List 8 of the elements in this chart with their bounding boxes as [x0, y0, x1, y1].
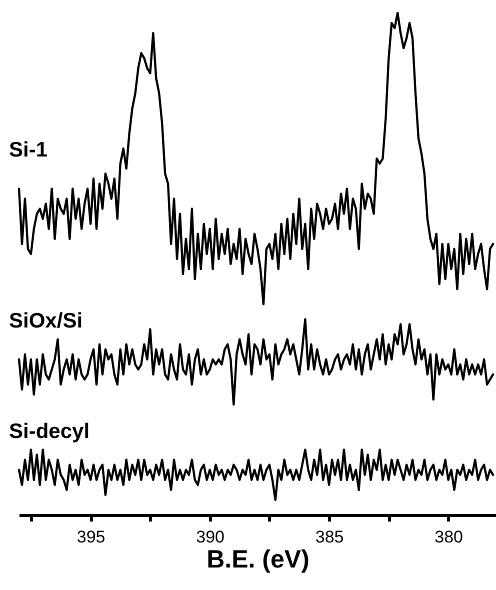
x-tick-label: 390	[196, 528, 224, 546]
x-tick-label: 380	[434, 528, 463, 546]
x-tick-label: 385	[315, 528, 344, 546]
series-label: SiOx/Si	[9, 309, 83, 332]
x-axis-title: B.E. (eV)	[206, 546, 310, 574]
series-label: Si-1	[9, 138, 48, 162]
series-label: Si-decyl	[9, 420, 90, 443]
x-tick-label: 395	[76, 528, 106, 546]
